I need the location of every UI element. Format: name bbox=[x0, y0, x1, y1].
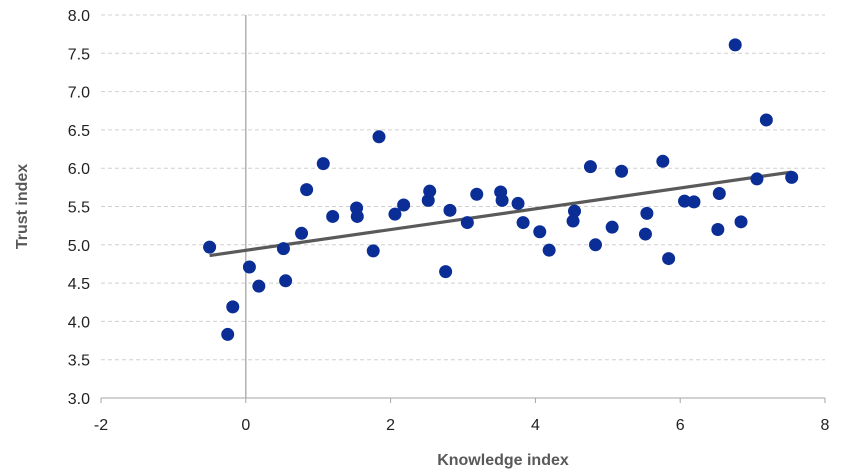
gridlines bbox=[101, 14, 825, 361]
y-tick-label: 4.0 bbox=[68, 314, 90, 331]
data-point bbox=[372, 130, 386, 144]
y-tick-label: 6.0 bbox=[68, 161, 90, 178]
x-tick-label: 0 bbox=[241, 417, 250, 434]
x-tick-label: 4 bbox=[531, 417, 540, 434]
data-point bbox=[785, 170, 799, 184]
x-tick-label: 6 bbox=[676, 417, 685, 434]
data-point bbox=[728, 38, 742, 52]
data-point bbox=[221, 327, 235, 341]
y-tick-label: 8.0 bbox=[68, 8, 90, 25]
y-tick-label: 6.5 bbox=[68, 123, 90, 140]
data-point bbox=[366, 244, 380, 258]
data-point bbox=[439, 265, 453, 279]
data-point bbox=[687, 195, 701, 209]
trendline bbox=[209, 170, 792, 258]
data-point bbox=[460, 216, 474, 230]
data-point bbox=[423, 184, 437, 198]
y-tick-label: 5.5 bbox=[68, 200, 90, 217]
x-axis-title: Knowledge index bbox=[437, 452, 569, 469]
y-axis-ticks: 3.0 3.5 4.0 4.5 5.0 5.5 6.0 6.5 7.0 7.5 8.0 bbox=[68, 8, 90, 408]
y-tick-label: 5.0 bbox=[68, 238, 90, 255]
data-point bbox=[242, 260, 256, 274]
y-tick-label: 3.5 bbox=[68, 353, 90, 370]
data-point bbox=[226, 300, 240, 314]
data-point bbox=[542, 243, 556, 257]
data-point bbox=[656, 154, 670, 168]
axes bbox=[101, 15, 825, 399]
y-tick-label: 7.0 bbox=[68, 85, 90, 102]
y-tick-label: 3.0 bbox=[68, 391, 90, 408]
y-tick-label: 4.5 bbox=[68, 276, 90, 293]
data-point bbox=[443, 203, 457, 217]
data-point bbox=[678, 194, 692, 208]
x-tick-label: 8 bbox=[821, 417, 830, 434]
trendline-group bbox=[209, 170, 792, 258]
data-point bbox=[711, 222, 725, 236]
data-point bbox=[511, 196, 525, 210]
data-point bbox=[759, 113, 773, 127]
data-point bbox=[300, 183, 314, 197]
data-point bbox=[470, 187, 484, 201]
data-point bbox=[638, 227, 652, 241]
data-point bbox=[516, 216, 530, 230]
data-point bbox=[316, 157, 330, 171]
data-point bbox=[566, 214, 580, 228]
data-point bbox=[533, 225, 547, 239]
data-point bbox=[750, 172, 764, 186]
data-point bbox=[276, 242, 290, 256]
x-axis-ticks: -2 0 2 4 6 8 bbox=[94, 398, 830, 434]
data-point bbox=[712, 186, 726, 200]
y-tick-label: 7.5 bbox=[68, 46, 90, 63]
data-point bbox=[615, 164, 629, 178]
data-point bbox=[397, 198, 411, 212]
data-point bbox=[203, 240, 217, 254]
data-points bbox=[203, 38, 799, 341]
data-point bbox=[662, 252, 676, 266]
data-point bbox=[583, 160, 597, 174]
data-point bbox=[350, 209, 364, 223]
data-point bbox=[734, 215, 748, 229]
data-point bbox=[567, 204, 581, 218]
data-point bbox=[295, 226, 309, 240]
data-point bbox=[388, 207, 402, 221]
data-point bbox=[605, 220, 619, 234]
data-point bbox=[279, 274, 293, 288]
data-point bbox=[588, 238, 602, 252]
x-tick-label: 2 bbox=[386, 417, 395, 434]
y-axis-title: Trust index bbox=[14, 164, 31, 249]
data-point bbox=[252, 279, 266, 293]
data-point bbox=[495, 193, 509, 207]
data-point bbox=[326, 209, 340, 223]
x-tick-label: -2 bbox=[94, 417, 108, 434]
data-point bbox=[640, 206, 654, 220]
